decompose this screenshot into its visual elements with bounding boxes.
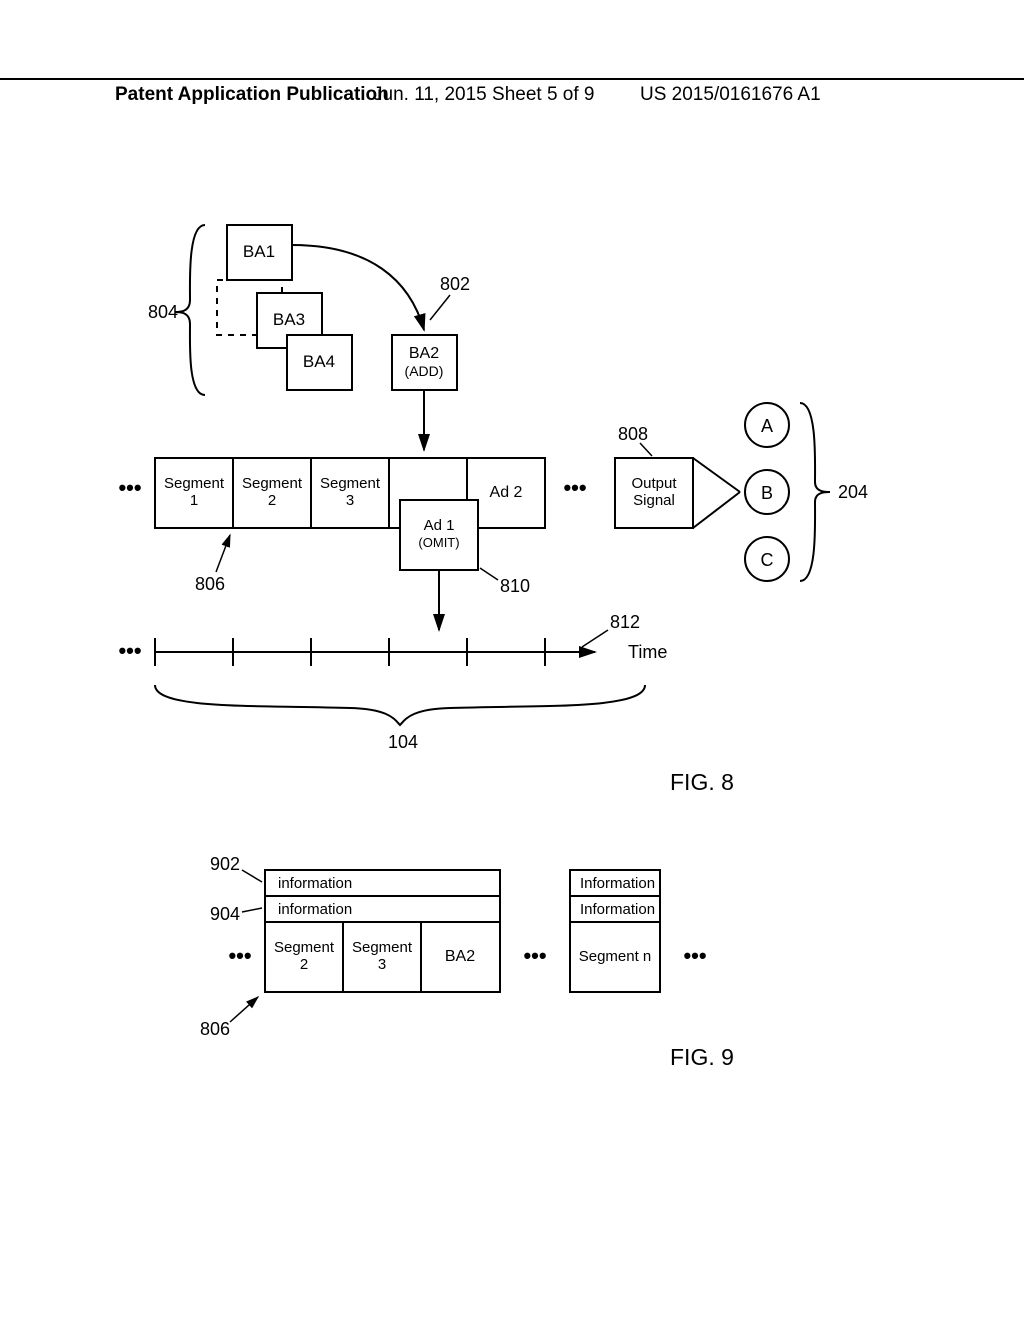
ad2-label: Ad 2 bbox=[490, 484, 523, 501]
ba3-label: BA3 bbox=[273, 310, 305, 329]
header-patent-number: US 2015/0161676 A1 bbox=[640, 84, 821, 106]
label-b: B bbox=[761, 483, 773, 503]
segment-3-l2: 3 bbox=[346, 492, 354, 509]
leader-812 bbox=[582, 630, 608, 647]
segment-3-l1: Segment bbox=[320, 475, 381, 492]
ref-806-fig9: 806 bbox=[200, 1019, 230, 1039]
leader-902 bbox=[242, 870, 262, 882]
segment-2-l2: 2 bbox=[268, 492, 276, 509]
brace-804 bbox=[175, 225, 205, 395]
ref-804: 804 bbox=[148, 302, 178, 322]
ref-902: 902 bbox=[210, 854, 240, 874]
ref-104: 104 bbox=[388, 732, 418, 752]
ba4-label: BA4 bbox=[303, 352, 335, 371]
leader-806-fig9 bbox=[230, 997, 258, 1022]
ref-812: 812 bbox=[610, 612, 640, 632]
dots-mid-segments: ••• bbox=[563, 475, 586, 500]
info-4: Information bbox=[580, 901, 655, 918]
ref-904: 904 bbox=[210, 904, 240, 924]
output-to-b-top bbox=[693, 458, 740, 492]
underbrace-104 bbox=[155, 685, 645, 725]
ref-204: 204 bbox=[838, 482, 868, 502]
output-to-b-bot bbox=[693, 492, 740, 528]
ref-802: 802 bbox=[440, 274, 470, 294]
leader-810 bbox=[480, 568, 498, 580]
info-2: information bbox=[278, 901, 352, 918]
ref-810: 810 bbox=[500, 576, 530, 596]
time-label: Time bbox=[628, 642, 667, 662]
leader-806 bbox=[216, 535, 230, 572]
output-l2: Signal bbox=[633, 492, 675, 509]
ba1-label: BA1 bbox=[243, 242, 275, 261]
seg2-l1: Segment bbox=[274, 939, 335, 956]
info-1: information bbox=[278, 875, 352, 892]
figure-8: BA1 BA3 BA4 BA2 (ADD) 804 802 ••• Segmen… bbox=[0, 200, 1024, 920]
ad1-l1: Ad 1 bbox=[424, 517, 455, 534]
output-l1: Output bbox=[631, 475, 677, 492]
leader-802 bbox=[430, 295, 450, 320]
ref-808: 808 bbox=[618, 424, 648, 444]
header-date-sheet: Jun. 11, 2015 Sheet 5 of 9 bbox=[373, 84, 595, 106]
segment-1-l2: 1 bbox=[190, 492, 198, 509]
segment-2-l1: Segment bbox=[242, 475, 303, 492]
dots-left-segments: ••• bbox=[118, 475, 141, 500]
ref-806: 806 bbox=[195, 574, 225, 594]
ad1-l2: (OMIT) bbox=[418, 535, 459, 550]
seg3-l1: Segment bbox=[352, 939, 413, 956]
seg2-l2: 2 bbox=[300, 956, 308, 973]
segment-1-l1: Segment bbox=[164, 475, 225, 492]
label-a: A bbox=[761, 416, 773, 436]
ba2-label-line1: BA2 bbox=[409, 345, 439, 362]
figure-9: information information Segment 2 Segmen… bbox=[0, 830, 1024, 1140]
dots-left-time: ••• bbox=[118, 638, 141, 663]
label-c: C bbox=[761, 550, 774, 570]
page-header: Patent Application Publication Jun. 11, … bbox=[0, 78, 1024, 84]
brace-204 bbox=[800, 403, 830, 581]
seg3-l2: 3 bbox=[378, 956, 386, 973]
fig8-caption: FIG. 8 bbox=[670, 769, 734, 795]
dots-mid-fig9: ••• bbox=[523, 943, 546, 968]
dots-left-fig9: ••• bbox=[228, 943, 251, 968]
info-3: Information bbox=[580, 875, 655, 892]
leader-808 bbox=[640, 443, 652, 456]
dots-right-fig9: ••• bbox=[683, 943, 706, 968]
leader-904 bbox=[242, 908, 262, 912]
ba2-label-fig9: BA2 bbox=[445, 948, 475, 965]
segn-label: Segment n bbox=[579, 948, 652, 965]
fig9-caption: FIG. 9 bbox=[670, 1044, 734, 1070]
ba2-label-line2: (ADD) bbox=[405, 363, 444, 379]
header-publication: Patent Application Publication bbox=[115, 84, 389, 106]
